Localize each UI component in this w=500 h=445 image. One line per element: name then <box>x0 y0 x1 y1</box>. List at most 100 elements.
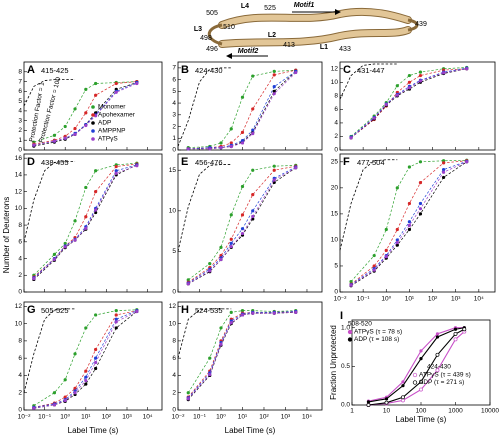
panel-letter: B <box>181 64 189 76</box>
y-tick-label: 6 <box>18 88 22 95</box>
data-point <box>294 70 298 75</box>
helix <box>219 27 411 47</box>
legend-label: ATPγS <box>98 136 118 143</box>
data-point <box>372 264 376 268</box>
x-tick-label: 10⁻² <box>172 414 186 421</box>
data-point <box>229 310 233 314</box>
panel-letter: A <box>27 64 35 76</box>
y-tick-label: 1.0 <box>341 324 350 331</box>
data-point <box>52 139 57 143</box>
data-point <box>94 93 98 97</box>
series-line <box>33 311 137 409</box>
plot-frame <box>339 61 496 151</box>
y-tick-label: 4 <box>18 255 22 262</box>
data-point <box>401 384 405 388</box>
data-point <box>395 227 399 232</box>
structure-label: 525 <box>264 5 276 12</box>
data-point <box>208 356 212 360</box>
data-point <box>32 143 36 147</box>
data-point <box>114 171 118 175</box>
y-tick-label: 25 <box>331 159 339 166</box>
data-point <box>419 379 423 384</box>
series-line <box>33 83 137 146</box>
data-point <box>272 168 276 172</box>
legend-label: ADP (τ = 108 s) <box>354 336 399 343</box>
reference-curve <box>23 79 76 107</box>
arrow-head <box>335 9 341 15</box>
data-point <box>84 375 88 379</box>
data-point <box>240 313 245 317</box>
peptide-label: 505-525 <box>41 306 69 315</box>
series-line <box>188 69 296 150</box>
data-point <box>407 165 412 169</box>
data-point <box>407 227 412 232</box>
structure-cartoon <box>207 7 419 59</box>
data-point <box>114 81 118 86</box>
data-point <box>240 309 245 313</box>
y-tick-label: 12 <box>15 303 23 310</box>
y-tick-label: 8 <box>18 338 22 345</box>
data-point <box>240 139 245 143</box>
data-point <box>372 116 376 120</box>
data-point <box>418 201 423 206</box>
data-point <box>395 243 399 247</box>
data-point <box>272 85 276 89</box>
data-point <box>63 398 67 403</box>
data-point <box>251 74 255 78</box>
structure-label: L1 <box>320 44 328 51</box>
data-point <box>208 372 212 377</box>
data-point <box>229 144 233 149</box>
data-point <box>407 223 412 227</box>
y-tick-label: 15 <box>169 167 177 174</box>
data-point <box>114 309 118 313</box>
panel: 0.0 0.5 1.0 1 10 100 1000 10000 I Label Time (s) F… <box>329 310 499 424</box>
legend-marker <box>347 337 353 342</box>
legend-marker <box>91 137 95 141</box>
data-point <box>240 227 245 231</box>
peptide-label: 431-447 <box>357 66 385 75</box>
data-point <box>240 184 245 189</box>
data-point <box>208 261 212 266</box>
data-point <box>84 87 88 91</box>
x-tick-label: 10¹ <box>81 414 91 421</box>
y-tick-label: 4 <box>172 100 176 107</box>
data-point <box>272 164 276 168</box>
y-tick-label: 6 <box>334 106 338 113</box>
structure-label: L3 <box>194 26 202 33</box>
y-tick-label: 10 <box>331 237 339 244</box>
reference-curve <box>177 308 232 359</box>
data-point <box>251 131 255 136</box>
y-tick-label: 6 <box>18 239 22 246</box>
data-point <box>84 379 88 383</box>
series-line <box>33 164 137 280</box>
data-point <box>73 238 77 242</box>
data-point <box>229 321 233 325</box>
data-point <box>418 207 423 211</box>
y-tick-label: 5 <box>334 263 338 270</box>
structure-label: 413 <box>283 42 295 49</box>
data-point <box>272 89 276 93</box>
structure-label: 498 <box>200 35 212 42</box>
series-line <box>350 161 467 287</box>
reference-curve <box>177 67 232 147</box>
panel: 0 5 10 15 E 456-476 <box>169 153 323 296</box>
panel-letter: F <box>343 156 350 168</box>
data-point <box>94 169 98 173</box>
series-line <box>188 167 296 285</box>
data-point <box>441 168 446 172</box>
x-tick-label: 10⁴ <box>474 296 484 303</box>
data-point <box>251 311 255 315</box>
data-point <box>84 382 88 386</box>
structure-label: 433 <box>339 46 351 53</box>
data-point <box>407 80 412 84</box>
data-point <box>84 369 88 373</box>
y-tick-label: 2 <box>334 133 338 140</box>
reference-curve <box>177 164 232 252</box>
data-point <box>63 395 67 399</box>
data-point <box>84 123 88 128</box>
data-point <box>453 337 458 342</box>
data-point <box>418 160 423 164</box>
data-point <box>114 164 118 169</box>
